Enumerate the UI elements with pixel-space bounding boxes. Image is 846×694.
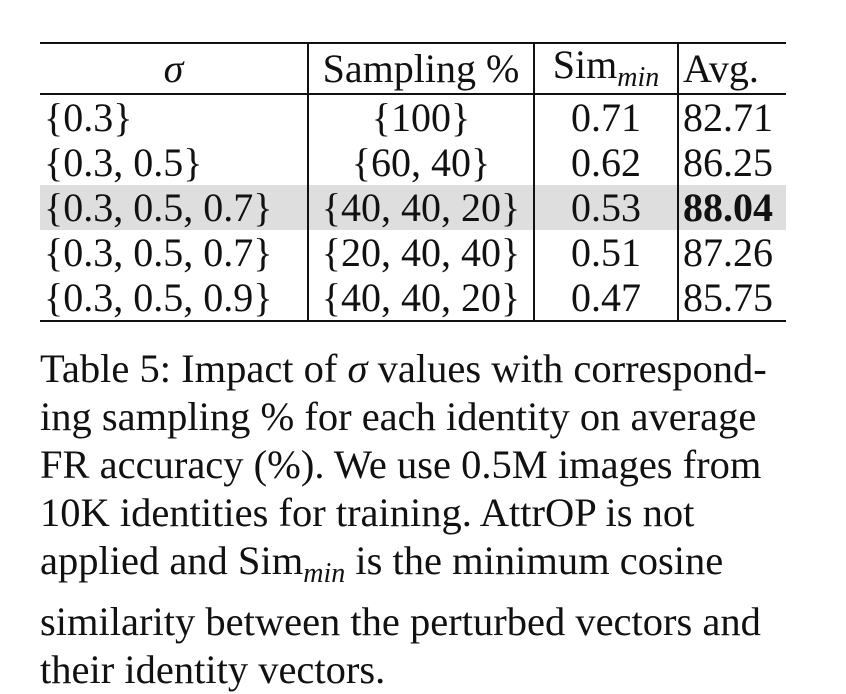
- caption-sim-subscript: min: [303, 558, 346, 589]
- caption-line: FR accuracy (%). We use 0.5M images from: [40, 442, 762, 487]
- header-sim-min: Simmin: [534, 42, 679, 95]
- cell-sampling: {40, 40, 20}: [308, 275, 535, 322]
- cell-sigma: {0.3, 0.5, 0.9}: [40, 275, 309, 322]
- cell-sigma: {0.3}: [40, 94, 309, 140]
- cell-avg: 86.25: [683, 139, 773, 185]
- cell-sampling: {60, 40}: [308, 140, 535, 185]
- cell-sim-min: 0.51: [534, 230, 679, 275]
- caption-text: values with correspond-: [367, 346, 767, 391]
- header-sampling: Sampling %: [308, 42, 535, 95]
- table-row: {0.3, 0.5} {60, 40} 0.62 86.25: [40, 140, 786, 185]
- cell-avg: 85.75: [678, 275, 786, 322]
- caption-sigma-symbol: σ: [347, 346, 368, 391]
- results-table-container: σ Sampling % Simmin Avg. {0.3} {100} 0.7…: [40, 42, 786, 322]
- cell-avg: 87.26: [683, 229, 773, 275]
- table-row: {0.3, 0.5, 0.9} {40, 40, 20} 0.47 85.75: [40, 275, 786, 322]
- caption-line: applied and Simmin is the minimum cosine: [40, 537, 796, 598]
- cell-sigma: {0.3, 0.5}: [40, 140, 309, 185]
- table-row-highlighted: {0.3, 0.5, 0.7} {40, 40, 20} 0.53 88.04: [40, 185, 786, 230]
- header-avg: Avg.: [678, 42, 786, 95]
- header-sim-base: Sim: [552, 42, 618, 87]
- cell-avg: 82.71: [683, 94, 773, 140]
- caption-line: ing sampling % for each identity on aver…: [40, 394, 757, 439]
- cell-sim-min: 0.47: [534, 275, 679, 322]
- table-row: {0.3} {100} 0.71 82.71: [40, 94, 786, 140]
- header-sigma: σ: [40, 42, 309, 95]
- caption-text: applied and Sim: [40, 538, 304, 583]
- cell-sampling: {100}: [308, 94, 535, 140]
- caption-text: is the minimum cosine: [345, 538, 724, 583]
- caption-line: their identity vectors.: [40, 647, 386, 692]
- cell-sampling: {40, 40, 20}: [308, 185, 535, 230]
- cell-sigma: {0.3, 0.5, 0.7}: [40, 230, 309, 275]
- table-row: {0.3, 0.5, 0.7} {20, 40, 40} 0.51 87.26: [40, 230, 786, 275]
- header-sigma-symbol: σ: [163, 45, 184, 91]
- cell-sim-min: 0.53: [534, 185, 679, 230]
- table-header-row: σ Sampling % Simmin Avg.: [40, 42, 786, 95]
- cell-avg-best: 88.04: [678, 185, 786, 230]
- caption-line: similarity between the perturbed vectors…: [40, 599, 761, 644]
- results-table: σ Sampling % Simmin Avg. {0.3} {100} 0.7…: [40, 42, 786, 322]
- cell-sim-min: 0.71: [534, 94, 679, 140]
- header-sim-subscript: min: [617, 62, 660, 93]
- table-caption: Table 5: Impact of σ values with corresp…: [40, 345, 796, 694]
- caption-text: Table 5: Impact of: [40, 346, 348, 391]
- cell-sampling: {20, 40, 40}: [308, 230, 535, 275]
- cell-sigma: {0.3, 0.5, 0.7}: [40, 185, 309, 230]
- caption-line: Table 5: Impact of σ values with corresp…: [40, 345, 796, 393]
- caption-line: 10K identities for training. AttrOP is n…: [40, 490, 695, 535]
- cell-sim-min: 0.62: [534, 140, 679, 185]
